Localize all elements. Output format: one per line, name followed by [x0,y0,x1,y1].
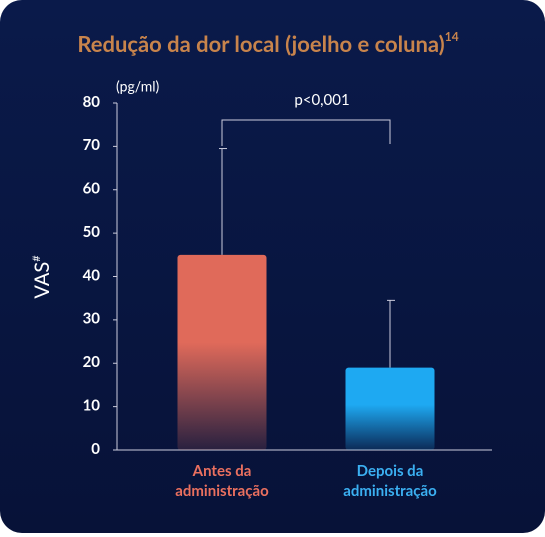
x-tick-line: Antes da [192,462,252,480]
x-tick-line: administração [175,482,269,500]
y-label: VAS# [30,255,54,299]
y-label-main: VAS [30,262,54,299]
title-note: 14 [445,29,459,44]
x-tick-line: Depois da [357,462,424,480]
y-tick-label: 70 [83,136,101,154]
y-tick-label: 50 [83,223,101,241]
x-tick-label: Antes da administração [175,462,269,500]
x-tick-label: Depois da administração [343,462,437,500]
bar [345,367,435,450]
y-label-note: # [30,255,43,262]
y-tick-label: 80 [83,93,101,111]
chart-title: Redução da dor local (joelho e coluna)14 [77,29,458,57]
y-tick-label: 10 [83,396,101,414]
y-unit: (pg/ml) [116,78,160,95]
y-tick-label: 20 [83,353,101,371]
x-tick-line: administração [343,482,437,500]
bar [177,254,267,450]
y-tick-label: 30 [83,310,101,328]
y-tick-label: 0 [91,440,100,458]
y-tick-label: 60 [83,180,101,198]
bracket [221,119,391,146]
annotation: p<0,001 [294,91,349,109]
y-tick-label: 40 [83,266,101,284]
title-main: Redução da dor local (joelho e coluna) [77,30,444,57]
